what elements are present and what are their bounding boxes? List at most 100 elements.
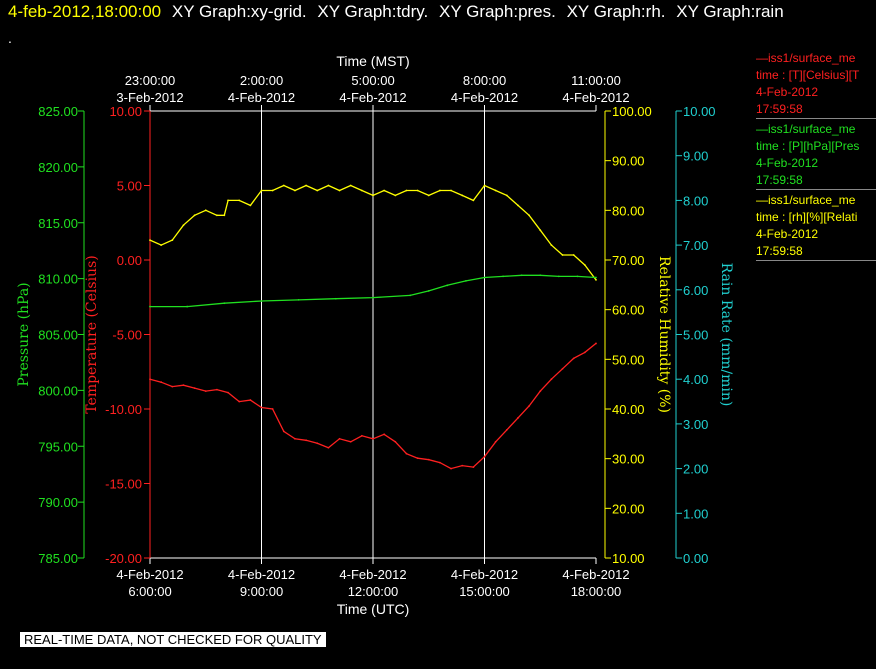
- graph-label-tdry[interactable]: XY Graph:tdry.: [317, 2, 429, 21]
- temperature-data-point: [305, 439, 307, 442]
- rain-axis-title: Rain Rate (mm/min): [718, 263, 734, 407]
- temperature-data-point: [528, 405, 530, 407]
- temperature-data-point: [360, 434, 363, 437]
- temperature-data-point: [316, 442, 319, 445]
- pressure-data-point: [186, 305, 189, 308]
- pressure-axis-tick-label: 815.00: [38, 216, 78, 231]
- temperature-axis-tick-label: 0.00: [117, 253, 142, 268]
- pressure-axis-title: Pressure (hPa): [16, 282, 32, 386]
- humidity-axis-tick-label: 60.00: [612, 303, 645, 318]
- temperature-data-point: [338, 437, 341, 440]
- legend-series-field: time : [P][hPa][Pres: [756, 139, 860, 153]
- temperature-data-point: [561, 367, 564, 370]
- graph-label-pres[interactable]: XY Graph:pres.: [439, 2, 556, 21]
- status-dot: .: [8, 30, 12, 46]
- humidity-data-point: [349, 184, 352, 187]
- humidity-data-point: [316, 189, 319, 192]
- humidity-axis-tick-label: 70.00: [612, 253, 645, 268]
- temperature-axis-tick-label: 10.00: [109, 104, 142, 119]
- pressure-data-point: [260, 300, 263, 302]
- temperature-data-point: [160, 381, 163, 384]
- utc-axis-tick-label: 4-Feb-2012: [228, 567, 295, 582]
- legend-entry-humidity[interactable]: —iss1/surface_me time : [rh][%][Relati 4…: [756, 192, 876, 261]
- temperature-data-point: [405, 452, 408, 455]
- pressure-axis-tick-label: 800.00: [38, 383, 78, 398]
- pressure-data-point: [539, 274, 542, 277]
- humidity-axis-tick-label: 100.00: [612, 104, 652, 119]
- humidity-data-point: [282, 184, 285, 187]
- mst-axis-axis-title: Time (MST): [336, 53, 409, 69]
- rain-axis-tick-label: 3.00: [683, 417, 708, 432]
- temperature-data-point: [282, 430, 285, 433]
- temperature-data-point: [450, 467, 452, 470]
- legend-series-time: 17:59:58: [756, 244, 803, 258]
- pressure-data-point: [520, 274, 523, 277]
- mst-axis-tick-label: 8:00:00: [463, 73, 506, 88]
- humidity-axis-tick-label: 40.00: [612, 402, 645, 417]
- humidity-axis-tick-label: 10.00: [612, 551, 645, 566]
- pressure-data-point: [372, 296, 374, 299]
- humidity-data-point: [193, 214, 196, 217]
- utc-axis-tick-label: 4-Feb-2012: [451, 567, 518, 582]
- temperature-data-point: [327, 446, 330, 449]
- legend-series-date: 4-Feb-2012: [756, 227, 819, 241]
- mst-axis-tick-label: 4-Feb-2012: [451, 90, 518, 105]
- pressure-data-point: [465, 279, 467, 282]
- temperature-data-point: [260, 406, 263, 409]
- pressure-data-point: [297, 298, 300, 301]
- temperature-data-point: [394, 440, 397, 443]
- pressure-data-point: [409, 294, 412, 297]
- pressure-axis-tick-label: 795.00: [38, 439, 78, 454]
- utc-axis-tick-label: 4-Feb-2012: [116, 567, 183, 582]
- temperature-data-point: [483, 455, 486, 458]
- temperature-data-point: [595, 342, 597, 345]
- humidity-data-point: [461, 194, 464, 197]
- graph-label-rain[interactable]: XY Graph:rain: [676, 2, 784, 21]
- legend-entry-pressure[interactable]: —iss1/surface_me time : [P][hPa][Pres 4-…: [756, 121, 876, 190]
- legend-series-name: —iss1/surface_me: [756, 51, 856, 65]
- temperature-data-point: [349, 440, 352, 443]
- temperature-data-point: [182, 384, 185, 387]
- humidity-data-point: [338, 189, 341, 192]
- legend-entry-temperature[interactable]: —iss1/surface_me time : [T][Celsius][T 4…: [756, 50, 876, 119]
- humidity-data-point: [171, 239, 174, 242]
- humidity-data-point: [472, 199, 475, 202]
- pressure-data-point: [149, 305, 151, 308]
- humidity-data-point: [550, 244, 553, 247]
- temperature-axis-tick-label: -15.00: [105, 477, 142, 492]
- temperature-data-point: [439, 461, 441, 464]
- temperature-data-point: [427, 458, 430, 461]
- legend-series-field: time : [T][Celsius][T: [756, 68, 860, 82]
- temperature-data-point: [216, 388, 218, 391]
- temperature-data-point: [461, 464, 464, 467]
- rain-axis-tick-label: 6.00: [683, 283, 708, 298]
- humidity-axis-tick-label: 90.00: [612, 154, 645, 169]
- temperature-axis-tick-label: 5.00: [117, 179, 142, 194]
- humidity-data-point: [517, 204, 519, 207]
- legend-series-date: 4-Feb-2012: [756, 156, 819, 170]
- humidity-data-point: [595, 278, 597, 281]
- humidity-data-point: [294, 189, 296, 192]
- timestamp: 4-feb-2012,18:00:00: [8, 2, 162, 21]
- graph-label-xy-grid[interactable]: XY Graph:xy-grid.: [171, 2, 307, 21]
- temperature-data-point: [517, 417, 519, 419]
- pressure-axis-tick-label: 825.00: [38, 104, 78, 119]
- legend-series-name: —iss1/surface_me: [756, 193, 856, 207]
- pressure-data-point: [446, 284, 449, 287]
- temperature-axis-title: Temperature (Celsius): [84, 255, 100, 413]
- humidity-axis-tick-label: 80.00: [612, 203, 645, 218]
- utc-axis-tick-label: 18:00:00: [571, 584, 622, 599]
- utc-axis-tick-label: 4-Feb-2012: [562, 567, 629, 582]
- temperature-data-point: [238, 400, 241, 403]
- temperature-data-point: [372, 437, 374, 440]
- temperature-data-point: [271, 408, 274, 410]
- humidity-data-point: [149, 239, 151, 242]
- humidity-axis-tick-label: 30.00: [612, 452, 645, 467]
- humidity-data-point: [260, 189, 263, 192]
- humidity-data-point: [238, 199, 241, 202]
- graph-label-rh[interactable]: XY Graph:rh.: [566, 2, 666, 21]
- rain-axis-tick-label: 2.00: [683, 462, 708, 477]
- legend-series-time: 17:59:58: [756, 173, 803, 187]
- humidity-data-point: [572, 254, 575, 256]
